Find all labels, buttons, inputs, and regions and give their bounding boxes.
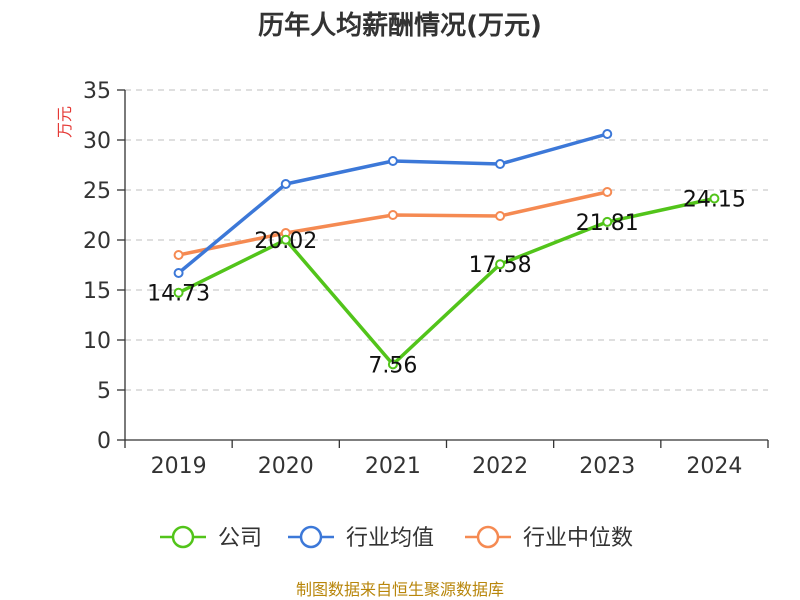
legend-item[interactable]: 公司 <box>160 525 262 551</box>
y-tick-label: 30 <box>83 129 111 154</box>
data-point[interactable] <box>387 210 398 220</box>
x-tick-label: 2021 <box>365 454 421 479</box>
data-point[interactable] <box>280 179 291 189</box>
legend-marker <box>171 525 195 549</box>
data-labels: 14.73 20.02 7.56 17.58 21.81 24.15 <box>147 188 746 379</box>
data-label: 20.02 <box>254 229 317 254</box>
series-line <box>176 132 609 275</box>
source-note: 制图数据来自恒生聚源数据库 <box>296 580 504 599</box>
axes: 0 5 10 15 20 25 30 35 2019 2020 2021 2022 2023 2024 <box>83 79 769 479</box>
y-tick-label: 15 <box>83 279 111 304</box>
data-label: 14.73 <box>147 282 210 307</box>
data-point[interactable] <box>709 193 720 204</box>
data-point[interactable] <box>173 250 184 260</box>
y-tick-label: 35 <box>83 79 111 104</box>
y-tick-label: 10 <box>83 329 111 354</box>
x-tick-label: 2019 <box>151 454 207 479</box>
data-point[interactable] <box>602 216 613 227</box>
x-tick-label: 2024 <box>686 454 742 479</box>
data-point[interactable] <box>602 187 613 197</box>
y-tick-label: 25 <box>83 179 111 204</box>
y-tick-label: 20 <box>83 229 111 254</box>
legend-item[interactable]: 行业均值 <box>288 525 434 551</box>
y-tick-label: 5 <box>97 379 111 404</box>
data-label: 7.56 <box>368 353 417 378</box>
x-tick-label: 2020 <box>258 454 314 479</box>
legend-marker <box>299 525 323 549</box>
y-tick-label: 0 <box>97 429 111 454</box>
data-point[interactable] <box>173 268 184 278</box>
series-group <box>173 129 720 370</box>
data-point[interactable] <box>280 234 291 245</box>
x-tick-label: 2022 <box>472 454 528 479</box>
series-line <box>176 196 717 367</box>
data-point[interactable] <box>495 159 506 169</box>
legend-item[interactable]: 行业中位数 <box>465 525 633 551</box>
legend-label: 行业均值 <box>346 526 434 551</box>
data-point[interactable] <box>495 259 506 270</box>
legend-label: 行业中位数 <box>523 526 633 551</box>
data-point[interactable] <box>602 129 613 139</box>
data-point[interactable] <box>387 156 398 166</box>
x-tick-label: 2023 <box>579 454 635 479</box>
y-axis-label: 万元 <box>55 106 74 138</box>
grid-lines <box>125 89 768 391</box>
data-point[interactable] <box>495 211 506 221</box>
data-point[interactable] <box>173 287 184 298</box>
data-label: 17.58 <box>469 253 532 278</box>
data-label: 24.15 <box>683 188 746 213</box>
chart-title: 历年人均薪酬情况(万元) <box>258 10 542 41</box>
data-point[interactable] <box>387 359 398 370</box>
legend-marker <box>476 525 500 549</box>
legend[interactable]: 公司 行业均值 行业中位数 <box>160 525 633 551</box>
data-label: 21.81 <box>576 211 639 236</box>
legend-label: 公司 <box>218 526 262 551</box>
